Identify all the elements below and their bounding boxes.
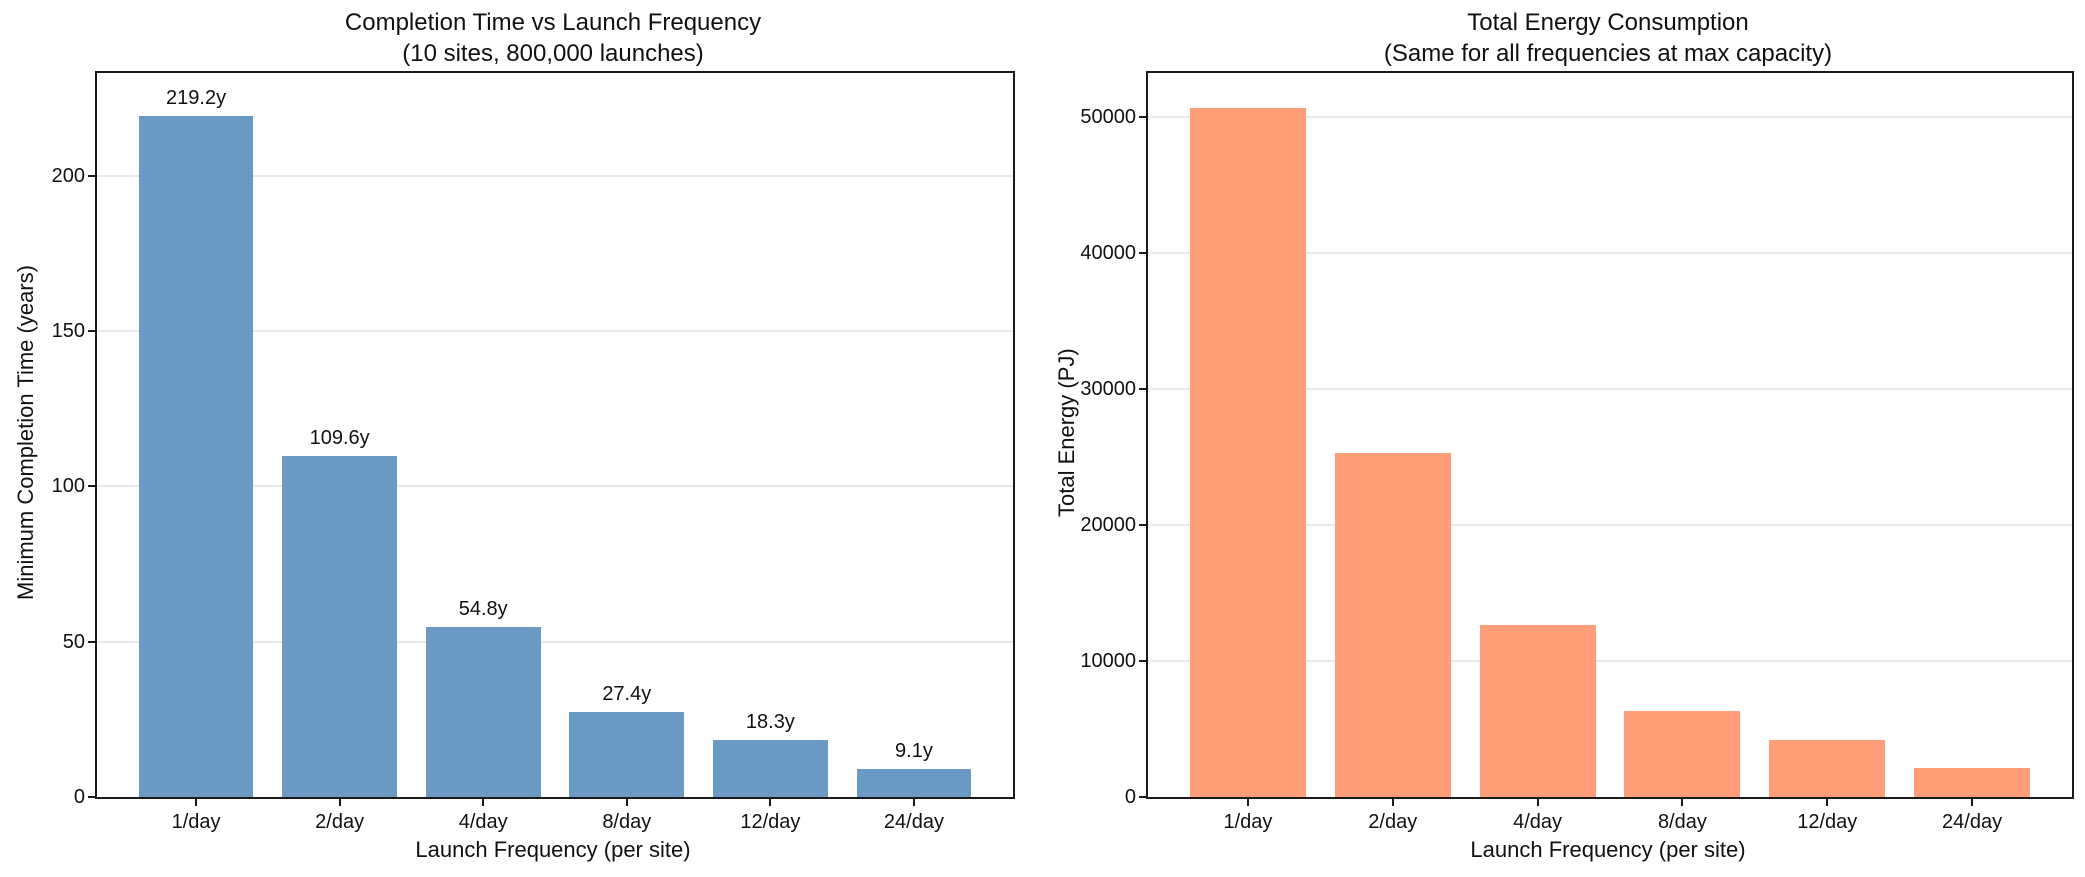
- chart-subtitle: (Same for all frequencies at max capacit…: [1383, 40, 1833, 67]
- y-tick-label: 100: [51, 475, 85, 498]
- x-tick-mark: [482, 799, 485, 806]
- x-tick-label: 12/day: [1797, 811, 1858, 833]
- y-axis-label: Total Energy (PJ): [1054, 348, 1079, 518]
- x-tick-label: 12/day: [740, 811, 801, 833]
- y-tick-mark: [1139, 796, 1146, 798]
- bar: [569, 711, 685, 797]
- grid-line: [1148, 523, 2072, 526]
- bar: [1624, 710, 1741, 797]
- bar: [1769, 739, 1886, 797]
- bar: [856, 768, 972, 797]
- y-tick-mark: [88, 174, 95, 177]
- x-tick-label: 4/day: [1513, 811, 1563, 833]
- bar-value-label: 9.1y: [895, 739, 933, 762]
- chart-title-block: Completion Time vs Launch Frequency (10 …: [95, 7, 1011, 69]
- y-tick-label: 40000: [1080, 241, 1136, 264]
- x-tick-label: 1/day: [1223, 811, 1273, 833]
- x-tick-mark: [338, 799, 341, 806]
- y-tick-mark: [1139, 251, 1146, 254]
- bar: [1190, 108, 1306, 797]
- x-tick-mark: [1391, 799, 1394, 806]
- y-tick-mark: [1139, 523, 1146, 526]
- grid-line: [97, 640, 1013, 643]
- x-tick-label: 2/day: [315, 811, 365, 833]
- x-tick-mark: [1681, 799, 1684, 806]
- bar: [1914, 768, 2030, 797]
- y-tick-label: 50: [62, 630, 85, 653]
- chart-title: Completion Time vs Launch Frequency: [344, 9, 762, 36]
- y-tick-label: 150: [51, 319, 85, 342]
- bar: [282, 456, 398, 797]
- bar-value-label: 109.6y: [309, 427, 370, 450]
- chart-subtitle: (10 sites, 800,000 launches): [402, 40, 704, 67]
- bar: [1334, 452, 1451, 797]
- x-tick-label: 24/day: [1942, 811, 2003, 833]
- y-tick-mark: [88, 640, 95, 643]
- y-tick-mark: [1139, 659, 1146, 662]
- bar-value-label: 18.3y: [745, 711, 795, 734]
- grid-line: [1148, 659, 2072, 662]
- y-tick-label: 0: [1124, 786, 1136, 808]
- x-tick-mark: [1971, 799, 1974, 806]
- grid-line: [1148, 251, 2072, 254]
- x-tick-label: 24/day: [883, 811, 944, 833]
- x-tick-label: 8/day: [602, 811, 652, 833]
- bar: [425, 626, 541, 797]
- x-tick-mark: [912, 799, 915, 806]
- plot-area: 0 50 100 150 200 1/day 219.2y 2/day 109.6y 4/day 5…: [52, 71, 1015, 833]
- bar: [1479, 624, 1596, 797]
- bar-value-label: 219.2y: [166, 86, 227, 109]
- y-tick-label: 10000: [1080, 649, 1136, 672]
- y-tick-label: 0: [73, 786, 85, 808]
- bar: [138, 115, 254, 797]
- grid-line: [97, 329, 1013, 332]
- x-tick-mark: [1826, 799, 1829, 806]
- chart-title-block: Total Energy Consumption (Same for all f…: [1146, 7, 2070, 69]
- x-tick-label: 8/day: [1657, 811, 1707, 833]
- x-tick-label: 1/day: [171, 811, 221, 833]
- bar-value-label: 54.8y: [458, 597, 508, 620]
- x-axis-label: Launch Frequency (per site): [415, 837, 691, 862]
- bar: [712, 740, 828, 797]
- x-tick-mark: [769, 799, 772, 806]
- x-axis-label: Launch Frequency (per site): [1470, 837, 1746, 862]
- y-tick-mark: [1139, 115, 1146, 118]
- y-tick-mark: [88, 329, 95, 332]
- x-tick-mark: [625, 799, 628, 806]
- x-tick-mark: [1536, 799, 1539, 806]
- y-tick-mark: [88, 796, 95, 798]
- grid-line: [97, 174, 1013, 177]
- grid-line: [97, 485, 1013, 488]
- y-axis-label: Minimum Completion Time (years): [13, 265, 38, 601]
- grid-line: [1148, 387, 2072, 390]
- grid-line: [1148, 115, 2072, 118]
- plot-area: 0 10000 20000 30000 40000 50000 1/day 2/day 4/da…: [1080, 71, 2074, 833]
- x-tick-label: 2/day: [1368, 811, 1418, 833]
- y-tick-label: 30000: [1080, 377, 1136, 400]
- y-tick-label: 20000: [1080, 513, 1136, 536]
- chart-title: Total Energy Consumption: [1467, 9, 1749, 36]
- y-tick-mark: [1139, 387, 1146, 390]
- x-tick-label: 4/day: [458, 811, 508, 833]
- x-tick-mark: [195, 799, 198, 806]
- y-tick-label: 50000: [1080, 105, 1136, 128]
- x-tick-mark: [1246, 799, 1249, 806]
- bar-value-label: 27.4y: [602, 682, 652, 705]
- y-tick-mark: [88, 485, 95, 488]
- y-tick-label: 200: [51, 164, 85, 187]
